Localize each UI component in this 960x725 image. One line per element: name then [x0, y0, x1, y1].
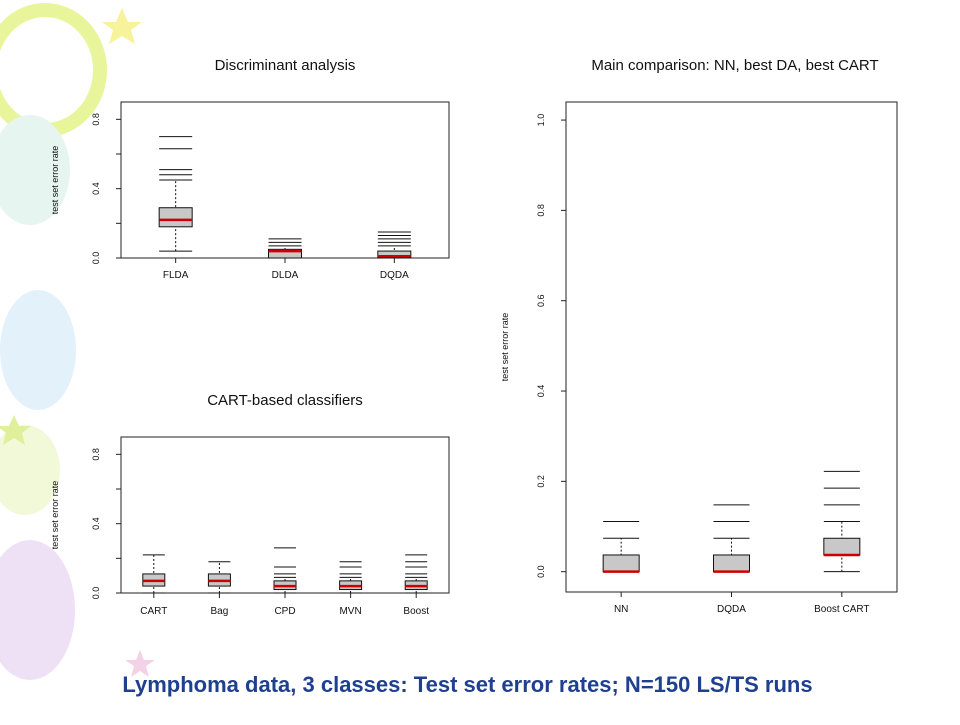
x-tick-label: Boost CART — [814, 604, 869, 615]
boxplot-dqda — [713, 504, 750, 573]
y-axis-label: test set error rate — [50, 146, 60, 215]
y-tick-label: 0.8 — [91, 113, 101, 126]
chart-2: Main comparison: NN, best DA, best CART t… — [500, 57, 898, 615]
y-tick-label: 0.2 — [536, 475, 546, 488]
decor-star-yellow — [102, 8, 142, 44]
boxplot-flda — [158, 136, 193, 252]
iqr-box — [158, 207, 193, 228]
y-tick-label: 0.4 — [91, 182, 101, 195]
x-tick-label: FLDA — [163, 270, 189, 281]
decor-star-pink — [125, 650, 155, 677]
y-tick-label: 0.8 — [91, 448, 101, 461]
decor-blue-circle — [0, 290, 76, 410]
boxplot-cart — [142, 554, 166, 594]
boxplot-nn — [602, 521, 640, 573]
decor-purple-circle — [0, 540, 75, 680]
iqr-box — [823, 537, 861, 556]
x-tick-label: DQDA — [717, 604, 746, 615]
boxplot-boost-cart — [823, 470, 861, 573]
y-tick-label: 0.0 — [91, 252, 101, 265]
decor-lime-circle — [0, 425, 60, 515]
x-tick-label: Bag — [211, 606, 229, 617]
chart-1: CART-based classifiers test set error rat… — [50, 392, 450, 617]
y-tick-label: 0.4 — [536, 385, 546, 398]
x-tick-label: Boost — [403, 606, 429, 617]
x-tick-label: NN — [614, 604, 628, 615]
y-tick-label: 0.0 — [536, 565, 546, 578]
iqr-box — [602, 554, 640, 573]
boxplot-dqda — [377, 231, 412, 259]
y-tick-label: 0.4 — [91, 517, 101, 530]
x-tick-label: MVN — [339, 606, 361, 617]
plot-frame — [565, 101, 898, 593]
y-tick-label: 0.0 — [91, 587, 101, 600]
y-tick-label: 0.8 — [536, 204, 546, 217]
slide-caption: Lymphoma data, 3 classes: Test set error… — [122, 672, 813, 697]
boxplot-bag — [207, 561, 231, 594]
decor-star-green — [0, 415, 31, 445]
y-axis-label: test set error rate — [500, 313, 510, 382]
x-tick-label: DQDA — [380, 270, 409, 281]
chart-title: Main comparison: NN, best DA, best CART — [591, 57, 878, 74]
boxplot-dlda — [268, 238, 302, 259]
y-axis-label: test set error rate — [50, 481, 60, 550]
chart-0: Discriminant analysis test set error rate… — [50, 57, 450, 281]
y-tick-label: 0.6 — [536, 294, 546, 307]
x-tick-label: CPD — [274, 606, 295, 617]
decor-teal-circle — [0, 115, 70, 225]
boxplot-cpd — [273, 547, 297, 594]
x-tick-label: CART — [140, 606, 167, 617]
chart-title: CART-based classifiers — [207, 392, 363, 409]
iqr-box — [713, 554, 750, 573]
x-tick-label: DLDA — [272, 270, 299, 281]
plot-frame — [120, 436, 450, 594]
boxplot-boost — [404, 554, 428, 594]
boxplot-mvn — [339, 561, 363, 594]
chart-title: Discriminant analysis — [215, 57, 356, 74]
y-tick-label: 1.0 — [536, 114, 546, 127]
